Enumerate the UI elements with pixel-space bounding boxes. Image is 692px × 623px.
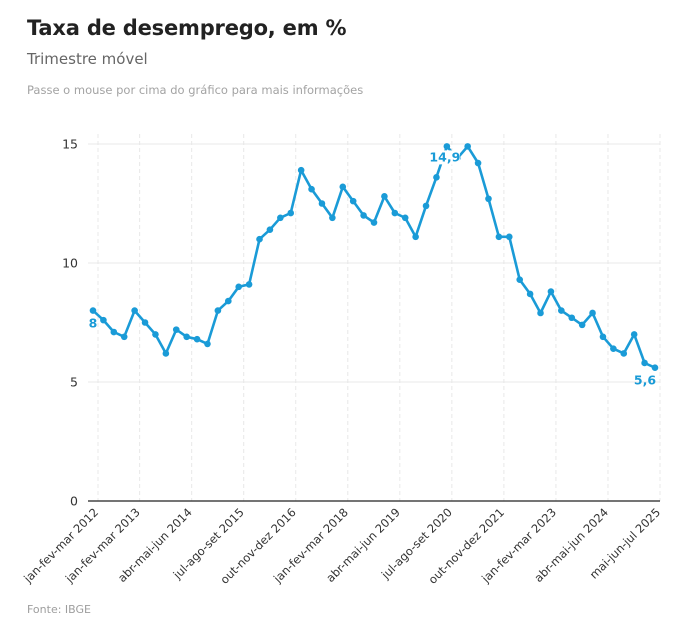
y-axis: 0 5 10 15 bbox=[62, 137, 78, 509]
data-point[interactable] bbox=[349, 197, 357, 205]
data-point[interactable] bbox=[193, 335, 201, 343]
grid-lines bbox=[88, 134, 661, 501]
data-point[interactable] bbox=[651, 364, 659, 372]
x-tick-label: jan-fev-mar 2012 bbox=[20, 505, 101, 586]
data-point[interactable] bbox=[558, 307, 565, 314]
data-point[interactable] bbox=[443, 143, 451, 150]
data-point[interactable] bbox=[620, 350, 628, 357]
data-point[interactable] bbox=[329, 214, 336, 222]
data-point[interactable] bbox=[589, 309, 596, 317]
data-point[interactable] bbox=[297, 166, 305, 174]
data-point[interactable] bbox=[422, 202, 430, 210]
data-point[interactable] bbox=[308, 185, 315, 193]
data-point[interactable] bbox=[401, 214, 409, 222]
data-point[interactable] bbox=[89, 307, 97, 314]
data-point[interactable] bbox=[318, 200, 326, 207]
y-tick-label: 15 bbox=[62, 137, 78, 152]
data-point[interactable] bbox=[599, 333, 607, 341]
data-label: 14,9 bbox=[429, 149, 460, 164]
data-point[interactable] bbox=[131, 307, 138, 314]
data-label: 8 bbox=[89, 316, 98, 331]
data-point[interactable] bbox=[266, 226, 274, 233]
data-point[interactable] bbox=[100, 316, 107, 324]
data-point[interactable] bbox=[485, 195, 492, 203]
data-label: 5,6 bbox=[634, 373, 656, 388]
data-point[interactable] bbox=[412, 233, 419, 241]
data-point[interactable] bbox=[172, 326, 180, 333]
chart-subtitle: Trimestre móvel bbox=[27, 50, 148, 68]
data-point[interactable] bbox=[433, 174, 440, 181]
data-point[interactable] bbox=[630, 331, 638, 338]
data-point[interactable] bbox=[152, 331, 159, 338]
data-point[interactable] bbox=[474, 159, 482, 167]
y-tick-label: 0 bbox=[70, 494, 78, 509]
data-point[interactable] bbox=[110, 328, 118, 336]
data-point[interactable] bbox=[287, 209, 295, 217]
data-point[interactable] bbox=[235, 283, 243, 291]
data-point[interactable] bbox=[505, 233, 513, 241]
data-point[interactable] bbox=[120, 333, 128, 341]
data-point[interactable] bbox=[537, 309, 544, 317]
data-point[interactable] bbox=[610, 345, 617, 352]
series-line bbox=[91, 145, 657, 369]
data-label-background bbox=[429, 150, 460, 165]
chart-title: Taxa de desemprego, em % bbox=[27, 16, 347, 40]
data-point[interactable] bbox=[370, 219, 378, 226]
data-point[interactable] bbox=[526, 290, 534, 298]
y-tick-label: 10 bbox=[62, 256, 78, 271]
y-tick-label: 5 bbox=[70, 375, 78, 390]
data-point[interactable] bbox=[360, 212, 367, 219]
data-point[interactable] bbox=[256, 235, 263, 243]
data-point[interactable] bbox=[547, 288, 555, 295]
data-point[interactable] bbox=[162, 350, 170, 357]
data-point[interactable] bbox=[277, 214, 284, 222]
data-point[interactable] bbox=[495, 233, 503, 241]
data-point[interactable] bbox=[516, 276, 524, 283]
data-point[interactable] bbox=[578, 321, 586, 329]
data-point[interactable] bbox=[183, 333, 190, 341]
data-point[interactable] bbox=[224, 297, 232, 305]
data-point[interactable] bbox=[141, 319, 149, 326]
data-point[interactable] bbox=[204, 340, 211, 348]
data-point[interactable] bbox=[381, 193, 388, 200]
series-unemployment[interactable] bbox=[89, 143, 659, 372]
data-point[interactable] bbox=[391, 209, 399, 217]
data-point[interactable] bbox=[464, 143, 471, 150]
data-labels: 8 14,9 5,6 bbox=[89, 149, 657, 387]
data-point[interactable] bbox=[214, 307, 222, 314]
data-point[interactable] bbox=[339, 183, 347, 191]
hover-hint: Passe o mouse por cima do gráfico para m… bbox=[27, 83, 364, 97]
data-point[interactable] bbox=[245, 281, 253, 288]
data-point[interactable] bbox=[568, 314, 576, 322]
data-point[interactable] bbox=[641, 359, 648, 367]
source-note: Fonte: IBGE bbox=[27, 603, 91, 616]
